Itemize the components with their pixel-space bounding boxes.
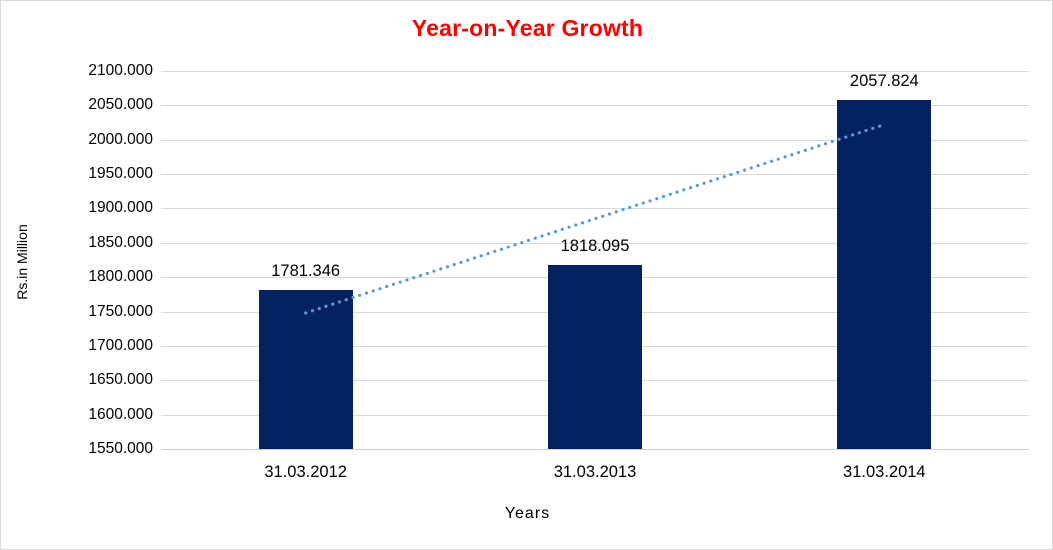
y-axis-tick-label: 2050.000: [88, 96, 153, 114]
gridline: [161, 105, 1029, 107]
x-axis-category-label: 31.03.2013: [553, 463, 637, 481]
y-axis-tick-label: 1600.000: [88, 405, 153, 423]
x-axis-title: Years: [504, 505, 551, 522]
y-axis-tick-label: 1950.000: [88, 165, 153, 183]
y-axis-tick-labels: 2100.000 2050.000 2000.000 1950.000 1900.000…: [49, 1, 153, 549]
y-axis-tick-label: 1850.000: [88, 233, 153, 251]
y-axis-tick-label: 1800.000: [88, 268, 153, 286]
bar[interactable]: [837, 100, 932, 449]
x-axis-line: [161, 449, 1029, 450]
chart-title: Year-on-Year Growth: [411, 15, 644, 41]
y-axis-tick-label: 2000.000: [88, 130, 153, 148]
y-axis-tick-label: 2100.000: [88, 62, 153, 79]
bar-value-label: 1818.095: [560, 236, 630, 255]
bar-value-label: 2057.824: [849, 71, 919, 90]
bar[interactable]: [548, 264, 642, 449]
y-axis-tick-label: 1550.000: [88, 440, 153, 457]
plot-area: [161, 71, 1029, 450]
y-axis-tick-label: 1900.000: [88, 199, 153, 217]
y-axis-tick-label: 1700.000: [88, 336, 153, 354]
y-axis-tick-label: 1650.000: [88, 371, 153, 389]
x-axis-category-label: 31.03.2014: [843, 463, 926, 481]
y-axis-title: Rs.in Million: [14, 224, 30, 300]
gridline: [161, 71, 1029, 72]
y-axis-tick-label: 1750.000: [88, 302, 153, 320]
bar[interactable]: [258, 290, 353, 449]
bar-value-label: 1781.346: [271, 262, 341, 280]
x-axis-category-label: 31.03.2012: [264, 463, 347, 481]
